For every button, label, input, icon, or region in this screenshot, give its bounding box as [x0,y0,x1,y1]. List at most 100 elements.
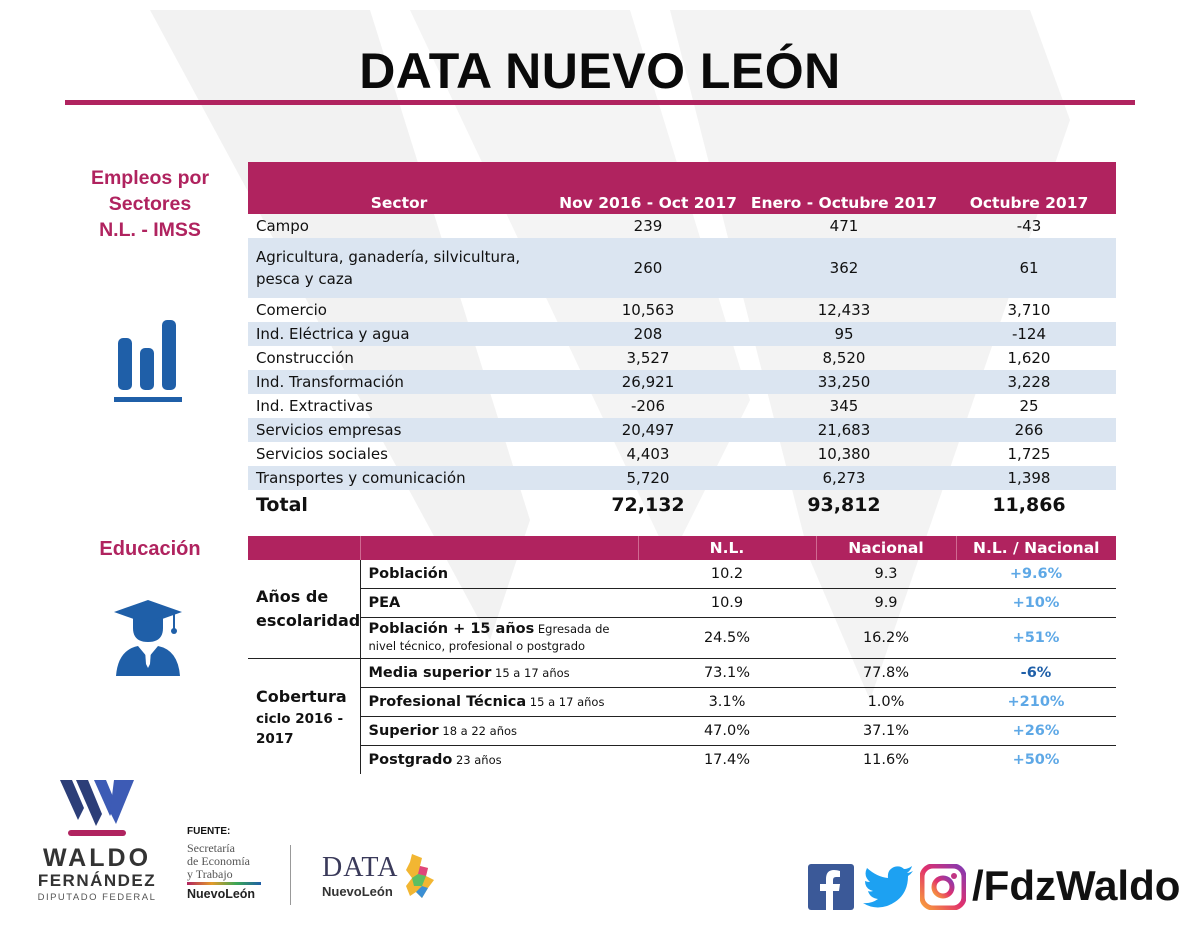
nacional-value: 9.9 [816,588,956,618]
value-cell: 21,683 [746,418,942,442]
value-cell: 1,620 [1007,349,1051,367]
table-row: Servicios empresas 20,497 21,683 266 [248,418,1116,442]
ratio-value: +51% [956,617,1116,659]
value-cell: 95 [746,322,942,346]
total-value: 93,812 [807,494,881,516]
logo-name-first: WALDO [42,844,152,872]
value-cell: 239 [633,217,663,235]
col-header-nl: N.L. [637,536,816,560]
sector-cell: Comercio [256,301,327,319]
col-header-ratio: N.L. / Nacional [955,536,1116,560]
logo-name-last: FERNÁNDEZ [37,871,157,890]
table-row: Ind. Eléctrica y agua 208 95 -124 [248,322,1116,346]
value-cell: 260 [550,238,746,298]
indicator-label: PEA [360,588,638,618]
nl-value: 24.5% [638,617,816,659]
nl-value: 3.1% [638,687,816,717]
nacional-value: 77.8% [816,658,956,688]
value-cell: 4,403 [626,445,670,463]
col-header-indicator [359,536,638,560]
value-cell: 1,725 [1007,445,1051,463]
col-header-ene-oct: Enero - Octubre 2017 [746,162,942,214]
value-cell: 20,497 [550,418,746,442]
nl-value: 73.1% [638,658,816,688]
value-cell: 6,273 [746,466,942,490]
ratio-value: +50% [1012,752,1060,768]
twitter-icon[interactable] [862,866,914,908]
nuevo-leon-map-icon [406,854,434,898]
table-row: Ind. Extractivas -206 345 25 [248,394,1116,418]
value-cell: 26,921 [550,370,746,394]
source-label: FUENTE: [187,826,231,837]
value-cell: 8,520 [822,349,866,367]
table-row: Postgrado 23 años 17.4% 11.6% +50% [248,746,1116,775]
col-header-oct: Octubre 2017 [942,162,1116,214]
total-value: 72,132 [611,494,685,516]
sector-cell: Servicios sociales [256,445,388,463]
nl-value: 10.2 [638,560,816,589]
table-row: PEA 10.9 9.9 +10% [248,588,1116,618]
sector-cell: Transportes y comunicación [248,466,550,490]
value-cell: 12,433 [817,301,871,319]
sector-cell: Ind. Transformación [248,370,550,394]
col-header-group [248,536,360,560]
sector-cell: Campo [256,217,309,235]
indicator-label: Población + 15 años Egresada de nivel té… [360,617,638,659]
graduate-icon [114,600,182,676]
total-value: 11,866 [992,494,1066,516]
value-cell: 3,710 [1007,301,1051,319]
sector-cell: Ind. Eléctrica y agua [248,322,550,346]
value-cell: 266 [942,418,1116,442]
nl-value: 17.4% [703,752,751,768]
total-label: Total [256,494,308,516]
col-header-nov-oct: Nov 2016 - Oct 2017 [550,162,746,214]
footer-divider [290,845,291,905]
page-title: DATA NUEVO LEÓN [359,43,841,99]
value-cell: 25 [1019,397,1039,415]
value-cell: 208 [550,322,746,346]
col-header-sector: Sector [248,162,550,214]
data-logo-title: DATA [322,852,399,883]
indicator-label: Media superior 15 a 17 años [360,658,638,688]
table-header-row: N.L. Nacional N.L. / Nacional [248,536,1116,560]
bar-chart-icon [114,320,182,402]
value-cell: -43 [1016,217,1042,235]
ratio-value: +9.6% [956,560,1116,589]
waldo-w-logo-icon [60,780,134,836]
table-row: Transportes y comunicación 5,720 6,273 1… [248,466,1116,490]
table-row: Comercio 10,563 12,433 3,710 [248,298,1116,322]
instagram-icon[interactable] [920,864,966,910]
table-row: Superior 18 a 22 años 47.0% 37.1% +26% [248,716,1116,746]
value-cell: 10,563 [621,301,675,319]
social-handle[interactable]: /FdzWaldo [972,862,1181,909]
group-label-cobertura: Cobertura ciclo 2016 - 2017 [248,658,361,774]
value-cell: 3,527 [626,349,670,367]
title-underline [65,100,1135,105]
value-cell: 33,250 [746,370,942,394]
indicator-label: Profesional Técnica 15 a 17 años [360,687,638,717]
group-label-escolaridad: Años de escolaridad [248,560,361,659]
nl-value: 10.9 [638,588,816,618]
nacional-value: 11.6% [862,752,910,768]
table-row: Servicios sociales 4,403 10,380 1,725 [248,442,1116,466]
nl-value: 47.0% [638,716,816,746]
ratio-value: +210% [956,687,1116,717]
source-secretaria: Secretaría de Economía y Trabajo [187,841,250,881]
table-row: Años de escolaridad Población 10.2 9.3 +… [248,560,1116,659]
value-cell: 362 [746,238,942,298]
table-row: Población + 15 años Egresada de nivel té… [248,617,1116,659]
indicator-label: Población [360,560,638,589]
value-cell: 10,380 [817,445,871,463]
indicator-label: Superior 18 a 22 años [360,716,638,746]
table-row: Agricultura, ganadería, silvicultura, pe… [248,238,1116,298]
ratio-value: +26% [956,716,1116,746]
source-color-bar [187,882,261,885]
facebook-icon[interactable] [808,864,854,910]
value-cell: -124 [942,322,1116,346]
educacion-heading: Educación [99,538,201,560]
value-cell: 61 [942,238,1116,298]
indicator-label: Postgrado 23 años [368,752,502,768]
value-cell: -206 [630,397,666,415]
table-row: Campo 239 471 -43 [248,214,1116,238]
education-table: N.L. Nacional N.L. / Nacional Años de es… [248,536,1116,774]
